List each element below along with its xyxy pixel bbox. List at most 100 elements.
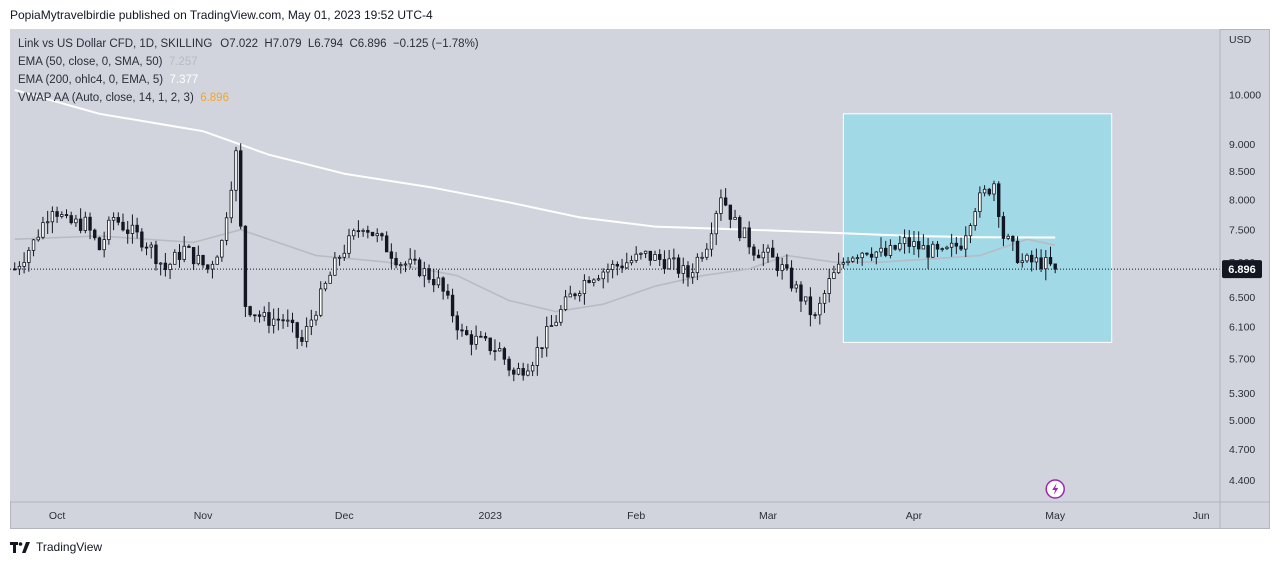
open-value: 7.022 xyxy=(229,38,259,50)
candle xyxy=(41,216,45,240)
candle xyxy=(780,257,784,280)
series-layer xyxy=(14,89,1056,313)
highlight-box[interactable] xyxy=(842,113,1113,343)
candle xyxy=(121,213,125,232)
high-value: 7.079 xyxy=(272,38,302,50)
price-tick-label: 6.500 xyxy=(1229,292,1255,304)
candle xyxy=(399,261,403,274)
candle xyxy=(182,236,186,263)
candle xyxy=(45,210,50,235)
candle xyxy=(771,239,775,258)
candle xyxy=(140,228,144,252)
candle xyxy=(361,228,365,237)
candle xyxy=(676,254,681,278)
candle xyxy=(620,258,624,273)
candle xyxy=(403,261,408,273)
candle xyxy=(907,230,911,254)
candle xyxy=(460,323,464,337)
candle xyxy=(488,337,492,355)
candle xyxy=(27,247,31,272)
candle xyxy=(592,278,596,287)
candle xyxy=(102,231,106,258)
event-lightning-icon[interactable] xyxy=(1045,479,1065,499)
candle xyxy=(417,257,422,278)
open-label: O xyxy=(220,38,230,50)
price-tick-label: 9.000 xyxy=(1229,139,1255,151)
candle xyxy=(898,235,902,252)
footer[interactable]: TradingView xyxy=(10,540,102,554)
ohlc-values: O7.022 H7.079 L6.794 C6.896 −0.125 (−1.7… xyxy=(220,38,478,50)
candle xyxy=(507,356,511,377)
candle xyxy=(714,210,718,246)
tradingview-logo-icon xyxy=(10,541,30,553)
candle xyxy=(530,361,535,377)
price-chart[interactable]: USD 10.0009.0008.5008.0007.5007.0006.500… xyxy=(10,29,1270,529)
candle xyxy=(13,262,17,271)
candle xyxy=(36,229,40,242)
candle xyxy=(427,264,431,284)
ema200-line xyxy=(14,89,1056,239)
publisher-info: PopiaMytravelbirdie published on Trading… xyxy=(10,8,433,22)
candle xyxy=(107,216,111,245)
ema50-line xyxy=(14,228,1056,313)
indicator-vwap[interactable]: VWAP AA (Auto, close, 14, 1, 2, 3) 6.896 xyxy=(18,89,479,107)
candle xyxy=(785,254,789,271)
indicator-ema50[interactable]: EMA (50, close, 0, SMA, 50) 7.257 xyxy=(18,53,479,71)
candle xyxy=(352,228,356,240)
candle xyxy=(582,274,587,305)
candle xyxy=(742,227,747,239)
candle xyxy=(869,247,874,262)
candle xyxy=(601,268,605,289)
candle xyxy=(964,226,968,258)
candle xyxy=(733,209,737,220)
candle xyxy=(752,243,756,261)
candle xyxy=(1001,211,1006,247)
candle xyxy=(304,317,309,348)
indicator-ema200[interactable]: EMA (200, ohlc4, 0, EMA, 5) 7.377 xyxy=(18,71,479,89)
candle xyxy=(818,296,822,325)
candle xyxy=(64,209,69,219)
candle xyxy=(173,249,177,265)
candle xyxy=(154,240,158,271)
candle xyxy=(723,188,728,207)
candle xyxy=(187,244,191,248)
candle xyxy=(257,310,262,323)
currency-label: USD xyxy=(1229,34,1252,46)
time-tick-label: Apr xyxy=(906,510,923,522)
candle xyxy=(446,284,450,300)
candle xyxy=(827,268,831,303)
candle xyxy=(935,241,940,257)
candle xyxy=(441,276,445,300)
time-tick-label: May xyxy=(1045,510,1066,522)
last-price-value: 6.896 xyxy=(1228,264,1256,276)
candle xyxy=(111,212,116,231)
candle xyxy=(163,252,168,277)
candle xyxy=(413,249,417,265)
candle xyxy=(926,238,930,269)
time-axis: Oct Nov Dec 2023 Feb Mar Apr May Jun xyxy=(49,510,1210,522)
candle xyxy=(997,181,1001,228)
candle xyxy=(215,255,219,265)
candle xyxy=(940,247,944,252)
candle xyxy=(573,292,577,300)
candle xyxy=(643,250,648,259)
candle xyxy=(695,253,700,281)
candle xyxy=(191,247,196,271)
candle xyxy=(337,255,342,266)
candle xyxy=(921,234,926,250)
candle xyxy=(615,261,620,276)
chart-legend: Link vs US Dollar CFD, 1D, SKILLING O7.02… xyxy=(18,35,479,107)
candle xyxy=(220,239,224,262)
candle xyxy=(959,237,963,251)
candle xyxy=(836,252,841,275)
candle xyxy=(860,251,864,266)
candle xyxy=(300,329,304,347)
candle xyxy=(83,211,88,234)
candle xyxy=(1029,250,1034,272)
candle xyxy=(483,332,488,341)
candle xyxy=(479,331,483,338)
candle xyxy=(766,244,770,263)
high-label: H xyxy=(264,38,273,50)
price-tick-label: 5.700 xyxy=(1229,354,1255,366)
candle xyxy=(88,212,92,240)
